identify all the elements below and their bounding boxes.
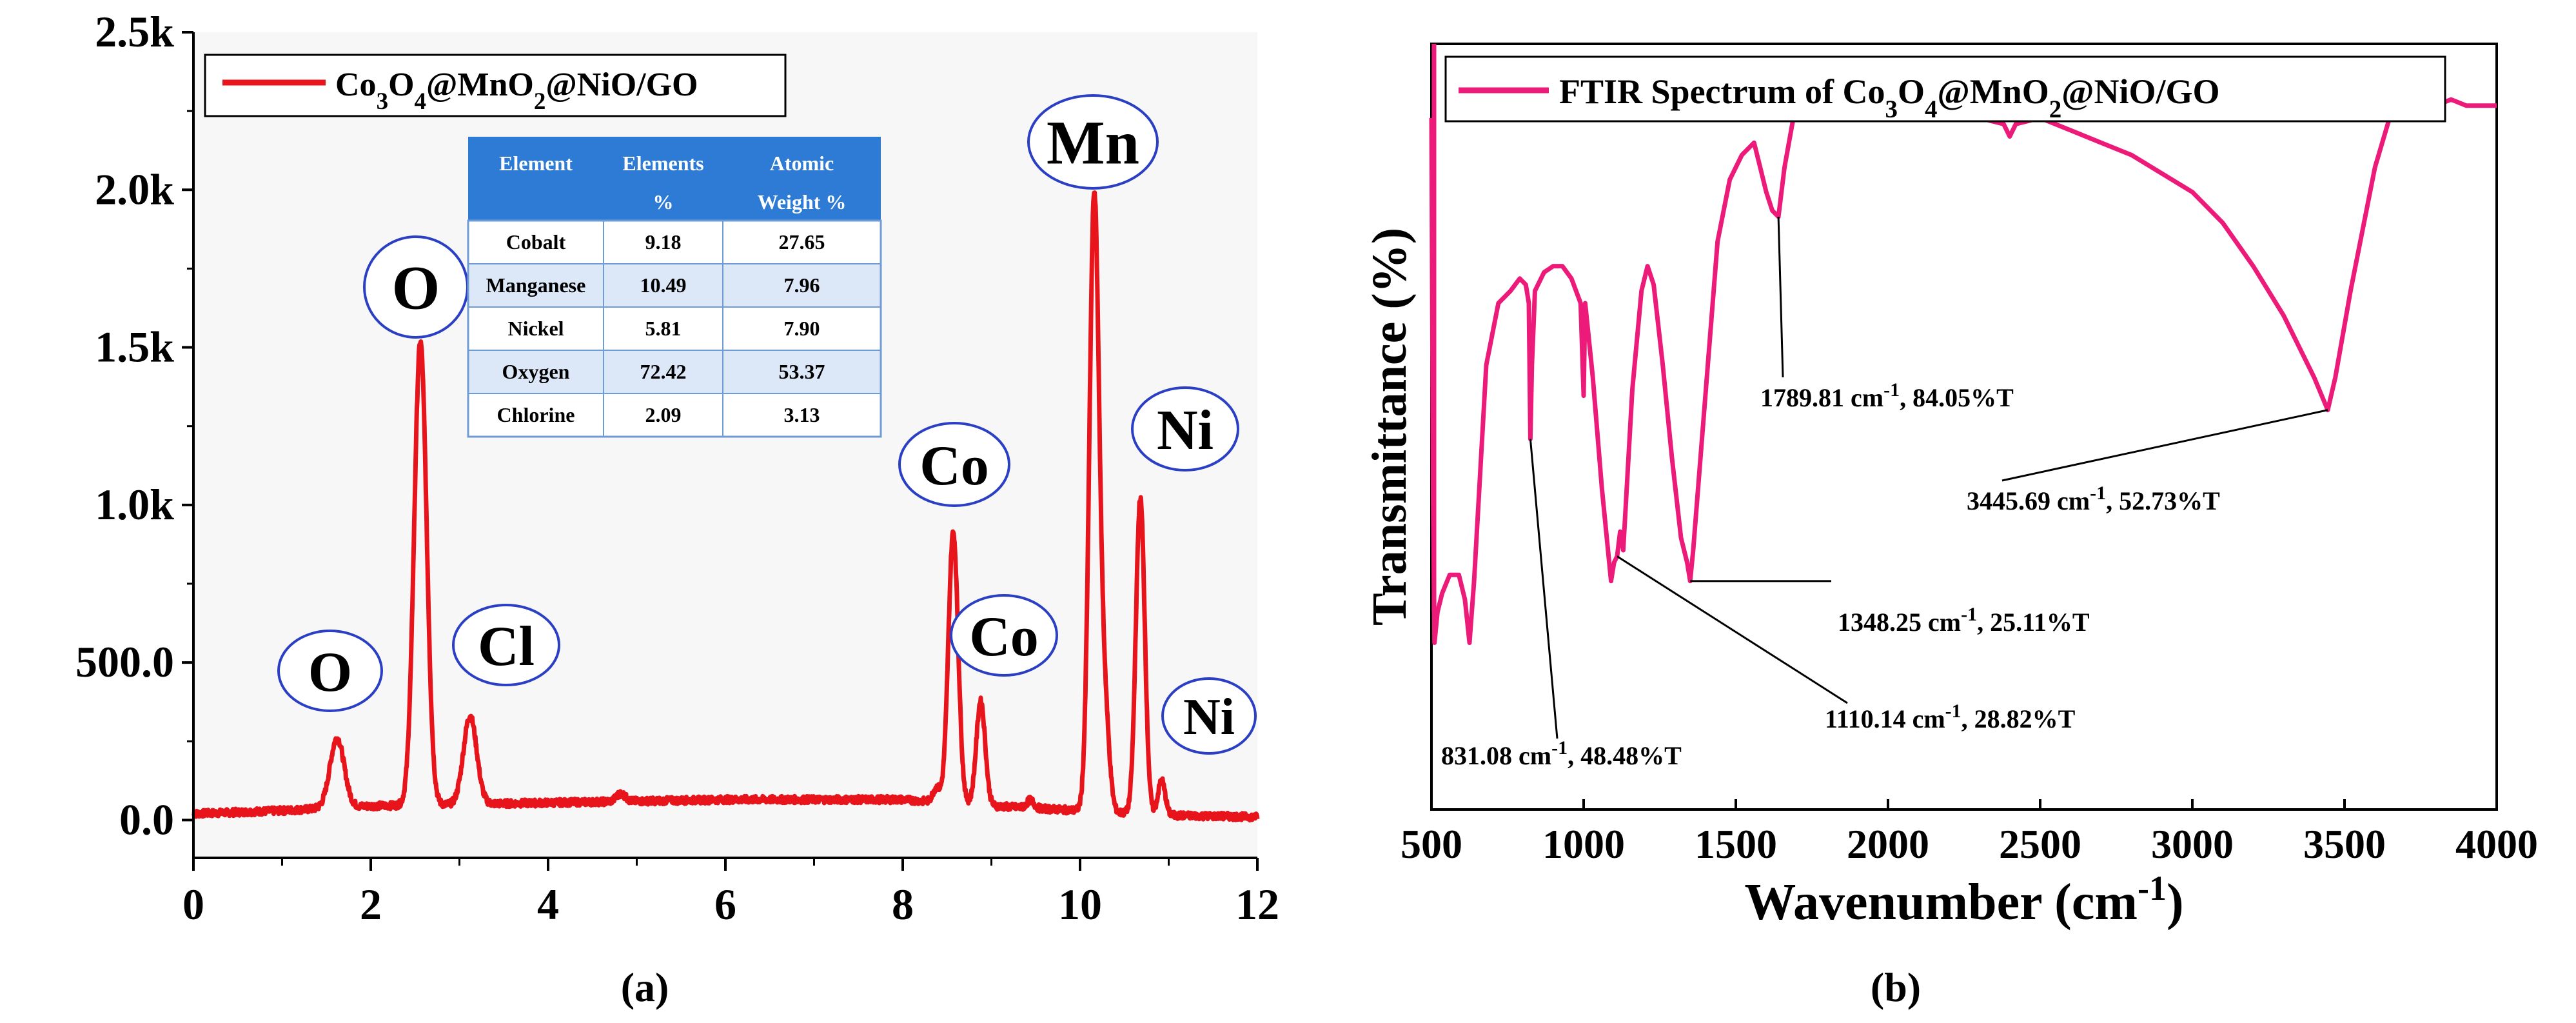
x-tick-label: 500 bbox=[1401, 821, 1462, 867]
x-tick-label: 4 bbox=[537, 880, 559, 929]
table-row bbox=[467, 263, 881, 308]
table-header-cell: % bbox=[653, 190, 674, 214]
peak-label: 831.08 cm-1, 48.48%T bbox=[1441, 737, 1682, 771]
eds-spectrum-line bbox=[192, 190, 1260, 823]
legend-label: FTIR Spectrum of Co3O4@MnO2@NiO/GO bbox=[1559, 72, 2219, 123]
peak-annotation: 1789.81 cm-1, 84.05%T bbox=[1760, 216, 2014, 413]
peak-annotation: O bbox=[277, 630, 383, 712]
x-axis-label: Wavenumber (cm-1) bbox=[1744, 869, 2183, 931]
leader-line bbox=[1617, 555, 1848, 704]
peak-circle bbox=[1161, 677, 1257, 755]
y-tick-label: 2.0k bbox=[95, 164, 174, 214]
table-cell: 2.09 bbox=[645, 403, 682, 426]
table-border bbox=[467, 219, 882, 438]
peak-circle bbox=[950, 594, 1058, 677]
leader-line bbox=[1529, 439, 1558, 739]
peak-annotation: O bbox=[363, 235, 469, 339]
x-tick-label: 1500 bbox=[1695, 821, 1777, 867]
x-tick-label: 4000 bbox=[2455, 821, 2538, 867]
panel-b-label: (b) bbox=[1871, 964, 1921, 1010]
table-cell: 53.37 bbox=[779, 360, 825, 383]
peak-label: 1789.81 cm-1, 84.05%T bbox=[1760, 379, 2014, 413]
plot-frame bbox=[1430, 43, 2498, 811]
table-cell: 72.42 bbox=[640, 360, 687, 383]
peak-circle bbox=[1027, 94, 1159, 190]
table-header-cell: Element bbox=[499, 152, 573, 175]
table-cell: Oxygen bbox=[502, 360, 570, 383]
x-tick-label: 1000 bbox=[1542, 821, 1625, 867]
peak-label: O bbox=[392, 253, 440, 323]
peak-circle bbox=[898, 422, 1010, 507]
legend: FTIR Spectrum of Co3O4@MnO2@NiO/GO bbox=[1444, 55, 2446, 123]
peak-label: Cl bbox=[478, 615, 535, 678]
peak-label: 1110.14 cm-1, 28.82%T bbox=[1825, 700, 2076, 734]
table-cell: 5.81 bbox=[645, 317, 682, 340]
table-header-cell: Elements bbox=[622, 152, 703, 175]
x-tick-label: 6 bbox=[714, 880, 736, 929]
x-tick-label: 0 bbox=[182, 880, 204, 929]
peak-label: 3445.69 cm-1, 52.73%T bbox=[1967, 482, 2220, 516]
peak-label: Mn bbox=[1047, 108, 1139, 177]
y-tick-label: 2.5k bbox=[95, 7, 174, 56]
element-table: Element Cobalt Manganese Nickel Oxygen Chlori… bbox=[467, 137, 882, 438]
peak-label: Co bbox=[919, 435, 989, 497]
x-tick-label: 12 bbox=[1235, 880, 1279, 929]
peak-circle bbox=[1131, 386, 1239, 472]
peak-annotation: 3445.69 cm-1, 52.73%T bbox=[1967, 409, 2328, 516]
peak-label: Ni bbox=[1157, 399, 1214, 462]
x-tick-label: 2500 bbox=[1999, 821, 2081, 867]
x-tick-label: 10 bbox=[1058, 880, 1102, 929]
eds-chart: 0.0 500.0 1.0k 1.5k 2.0k 2.5k 0 2 4 6 8 10 12 Co3O4@M… bbox=[75, 7, 1279, 929]
table-cell: 27.65 bbox=[779, 230, 825, 253]
table-header-cell: Weight % bbox=[758, 190, 847, 214]
table-cell: 7.96 bbox=[784, 273, 820, 297]
table-row bbox=[467, 393, 881, 437]
peak-annotation: Ni bbox=[1161, 677, 1257, 755]
table-cell: 10.49 bbox=[640, 273, 687, 297]
table-cell: Manganese bbox=[486, 273, 586, 297]
peak-annotation: Cl bbox=[452, 604, 560, 686]
ftir-chart: 500 1000 1500 2000 2500 3000 3500 4000 Wavenumbe… bbox=[1362, 43, 2538, 931]
peak-circle bbox=[277, 630, 383, 712]
peak-annotation: 1348.25 cm-1, 25.11%T bbox=[1690, 580, 2090, 637]
y-tick-label: 0.0 bbox=[119, 795, 174, 844]
legend: Co3O4@MnO2@NiO/GO bbox=[204, 54, 787, 117]
peak-annotation: 831.08 cm-1, 48.48%T bbox=[1441, 439, 1682, 770]
x-tick-label: 3000 bbox=[2151, 821, 2234, 867]
table-header-cell: Atomic bbox=[770, 152, 834, 175]
peak-annotation: 1110.14 cm-1, 28.82%T bbox=[1617, 555, 2076, 734]
leader-line bbox=[2001, 409, 2328, 482]
y-tick-label: 1.5k bbox=[95, 323, 174, 372]
table-header-bg bbox=[468, 137, 881, 221]
table-cell: 3.13 bbox=[784, 403, 820, 426]
peak-label: Ni bbox=[1183, 689, 1235, 746]
x-tick-label: 8 bbox=[892, 880, 914, 929]
table-cell: Nickel bbox=[507, 317, 564, 340]
y-tick-label: 500.0 bbox=[75, 637, 174, 686]
peak-annotation: Co bbox=[950, 594, 1058, 677]
peak-circle bbox=[452, 604, 560, 686]
y-tick-label: 1.0k bbox=[95, 480, 174, 529]
x-tick-label: 2 bbox=[360, 880, 382, 929]
x-tick-label: 2000 bbox=[1847, 821, 1929, 867]
peak-annotation: Ni bbox=[1131, 386, 1239, 472]
table-row bbox=[467, 306, 881, 351]
legend-label: Co3O4@MnO2@NiO/GO bbox=[335, 66, 698, 115]
peak-label: Co bbox=[969, 606, 1039, 668]
peak-annotation: Co bbox=[898, 422, 1010, 507]
peak-label: O bbox=[308, 641, 352, 704]
table-cell: 9.18 bbox=[645, 230, 682, 253]
x-tick-label: 3500 bbox=[2303, 821, 2386, 867]
peak-label: 1348.25 cm-1, 25.11%T bbox=[1838, 604, 2090, 637]
table-cell: 7.90 bbox=[784, 317, 820, 340]
leader-line bbox=[1777, 216, 1784, 378]
y-axis-label: Transmittance (%) bbox=[1362, 228, 1417, 626]
table-cell: Chlorine bbox=[497, 403, 575, 426]
legend-box bbox=[1444, 55, 2446, 123]
peak-annotation: Mn bbox=[1027, 94, 1159, 190]
table-cell: Cobalt bbox=[506, 230, 566, 253]
ftir-spectrum-line bbox=[1429, 91, 2497, 645]
panel-a-label: (a) bbox=[621, 964, 669, 1010]
